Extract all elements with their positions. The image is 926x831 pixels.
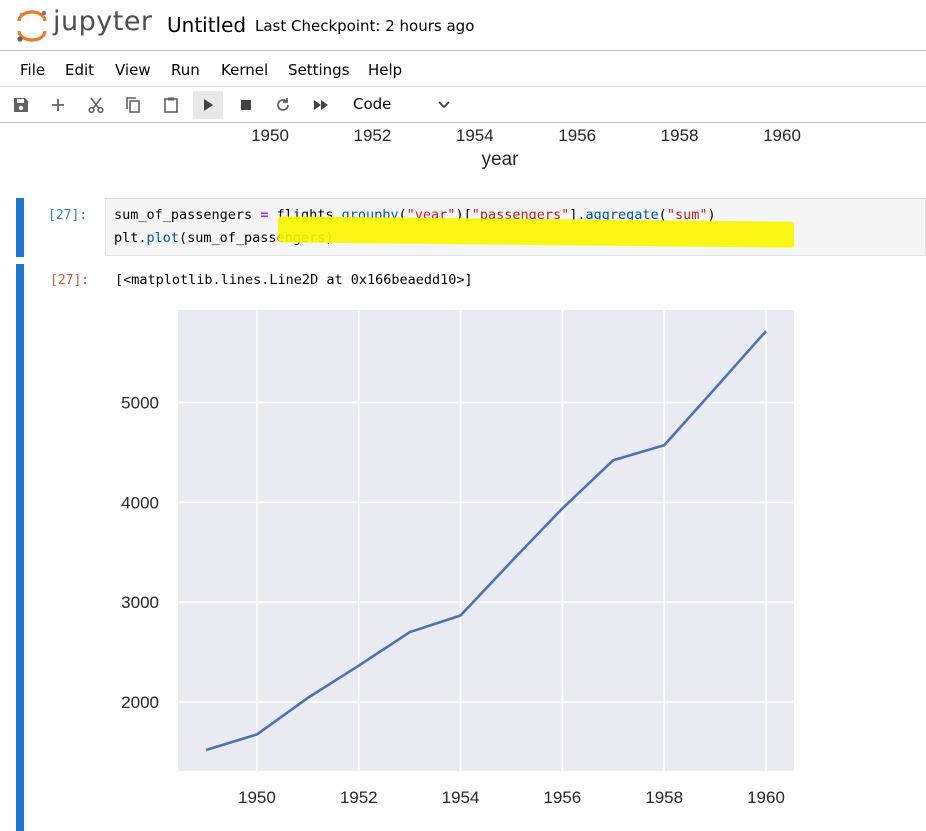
x-tick-label: 1960	[747, 788, 785, 807]
previous-plot-x-tick: 1958	[661, 126, 699, 145]
menu-view[interactable]: View	[115, 61, 151, 79]
notebook-toolbar: Code	[0, 87, 926, 123]
insert-cell-button[interactable]	[43, 91, 73, 119]
menu-run[interactable]: Run	[171, 61, 200, 79]
code-operator: =	[260, 207, 269, 223]
code-punct: )	[707, 207, 716, 223]
copy-icon	[126, 97, 140, 113]
fast-forward-icon	[314, 100, 328, 110]
save-icon	[14, 98, 28, 112]
code-string: "sum"	[666, 207, 708, 223]
previous-plot-x-tick: 1954	[456, 126, 494, 145]
restart-run-all-button[interactable]	[306, 91, 336, 119]
paste-icon	[164, 97, 178, 113]
menu-kernel[interactable]: Kernel	[221, 61, 269, 79]
notebook-title[interactable]: Untitled	[167, 13, 247, 37]
code-punct: (	[658, 207, 667, 223]
run-cell-button[interactable]	[193, 91, 223, 119]
x-tick-label: 1952	[340, 788, 378, 807]
x-tick-label: 1954	[442, 788, 480, 807]
previous-plot-xlabel: year	[482, 149, 520, 170]
stop-icon	[241, 100, 251, 110]
last-checkpoint-status: Last Checkpoint: 2 hours ago	[255, 17, 475, 35]
previous-plot-axis: 1950 1952 1954 1956 1958 1960 year	[251, 126, 801, 170]
y-tick-label: 4000	[121, 493, 159, 512]
cell-type-select[interactable]: Code	[353, 95, 392, 113]
restart-icon	[277, 98, 289, 111]
x-tick-label: 1958	[645, 788, 683, 807]
plot-background	[178, 310, 794, 771]
code-text: plt.	[114, 230, 147, 246]
cut-icon	[88, 97, 104, 114]
output-repr-text: [<matplotlib.lines.Line2D at 0x166beaedd…	[115, 272, 473, 288]
cut-button[interactable]	[81, 91, 111, 119]
menu-file[interactable]: File	[20, 61, 46, 79]
top-header: jupyter Untitled Last Checkpoint: 2 hour…	[0, 0, 926, 50]
y-tick-label: 3000	[121, 593, 159, 612]
interrupt-kernel-button[interactable]	[231, 91, 261, 119]
previous-plot-x-tick: 1960	[763, 126, 801, 145]
save-button[interactable]	[6, 91, 36, 119]
chevron-down-icon[interactable]	[436, 97, 452, 113]
y-tick-label: 5000	[121, 393, 159, 412]
input-collapser[interactable]	[16, 198, 24, 257]
code-line-1: sum_of_passengers = flights.groupby("yea…	[114, 207, 716, 223]
previous-plot-x-tick: 1950	[251, 126, 289, 145]
menu-settings[interactable]: Settings	[288, 61, 350, 79]
copy-button[interactable]	[118, 91, 148, 119]
code-method: plot	[146, 230, 180, 246]
paste-button[interactable]	[156, 91, 186, 119]
run-icon	[204, 99, 213, 111]
output-prompt: [27]:	[50, 273, 90, 288]
y-tick-label: 2000	[121, 693, 159, 712]
add-icon	[52, 99, 64, 111]
previous-plot-x-tick: 1956	[558, 126, 596, 145]
jupyter-logo-text: jupyter	[53, 6, 153, 37]
series-line	[205, 330, 767, 752]
jupyter-logo-icon[interactable]	[14, 8, 50, 44]
code-punct: (	[398, 207, 407, 223]
previous-plot-x-tick: 1952	[353, 126, 391, 145]
output-collapser[interactable]	[16, 264, 24, 831]
x-tick-label: 1956	[543, 788, 581, 807]
line-chart: 1950 1952 1954 1956 1958 1960 2000 3000 4000 500…	[121, 310, 794, 807]
menu-help[interactable]: Help	[368, 61, 403, 79]
code-variable: sum_of_passengers	[114, 207, 261, 223]
menu-bar: File Edit View Run Kernel Settings Help	[0, 50, 926, 87]
restart-kernel-button[interactable]	[268, 91, 298, 119]
notebook-panel[interactable]: 1950 1952 1954 1956 1958 1960 year [27]: sum_…	[0, 124, 926, 831]
x-tick-label: 1950	[238, 788, 276, 807]
menu-edit[interactable]: Edit	[65, 61, 95, 79]
input-prompt: [27]:	[48, 208, 88, 223]
